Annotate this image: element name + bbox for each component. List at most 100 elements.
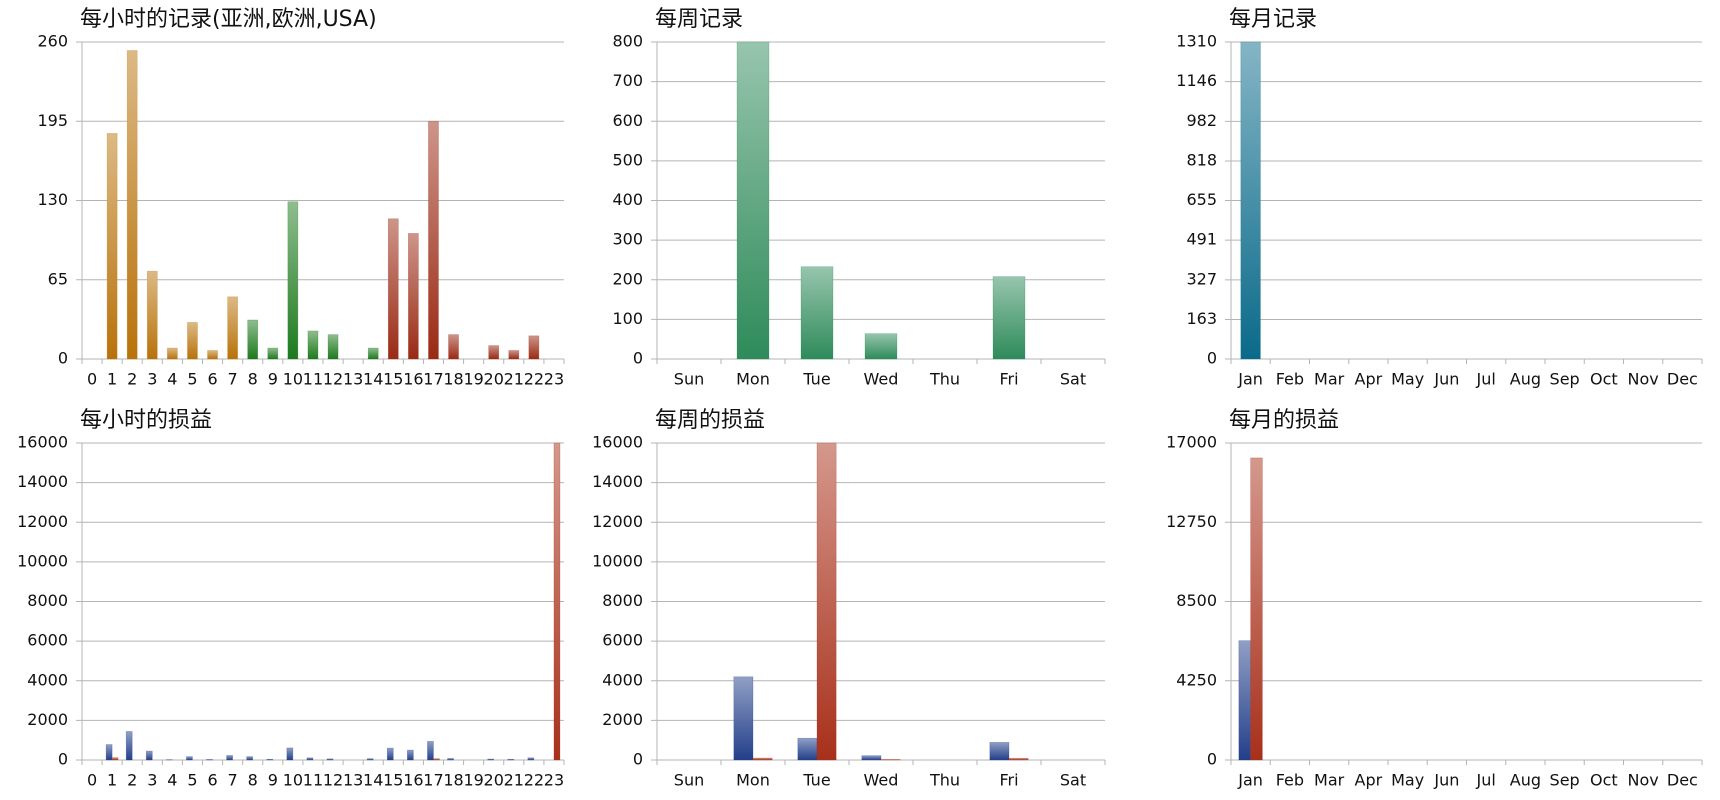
bar (206, 759, 213, 761)
x-tick-label: 21 (504, 771, 524, 790)
bar (992, 276, 1026, 360)
x-tick-label: Jun (1433, 370, 1459, 389)
bar (267, 347, 279, 360)
bar (816, 442, 837, 761)
bar (266, 758, 274, 761)
bar (553, 442, 561, 761)
x-tick-label: May (1391, 370, 1424, 389)
x-tick-label: Apr (1355, 370, 1383, 389)
bar (326, 758, 334, 761)
y-tick-label: 6000 (602, 631, 643, 650)
x-tick-label: 5 (187, 370, 197, 389)
x-tick-label: 16 (403, 370, 423, 389)
bar (387, 218, 399, 360)
bar (508, 350, 520, 360)
y-tick-label: 818 (1186, 151, 1217, 170)
y-tick-label: 800 (612, 32, 643, 51)
x-tick-label: 18 (443, 370, 463, 389)
x-tick-label: Thu (929, 370, 960, 389)
x-tick-label: Wed (864, 771, 899, 790)
bar (111, 757, 119, 761)
y-tick-label: 130 (37, 190, 68, 209)
y-tick-label: 163 (1186, 309, 1217, 328)
x-tick-label: Dec (1667, 771, 1698, 790)
x-tick-label: Oct (1590, 771, 1618, 790)
chart-title: 每小时的记录(亚洲,欧洲,USA) (80, 7, 377, 32)
y-tick-label: 8500 (1176, 591, 1217, 610)
x-tick-label: Aug (1510, 771, 1541, 790)
x-tick-label: 9 (268, 771, 278, 790)
y-tick-label: 700 (612, 71, 643, 90)
x-tick-label: 7 (228, 771, 238, 790)
x-tick-label: 8 (248, 771, 258, 790)
y-tick-label: 0 (58, 750, 68, 769)
x-tick-label: 14 (363, 370, 383, 389)
bar (187, 322, 198, 360)
bar (145, 750, 153, 761)
y-tick-label: 2000 (27, 710, 68, 729)
x-tick-label: Aug (1510, 370, 1541, 389)
y-tick-label: 0 (1207, 750, 1217, 769)
y-tick-label: 12000 (17, 512, 68, 531)
x-tick-label: 1 (107, 370, 117, 389)
bar (800, 266, 834, 360)
x-tick-label: 16 (403, 771, 423, 790)
y-tick-label: 8000 (602, 591, 643, 610)
y-tick-label: 6000 (27, 631, 68, 650)
bar (880, 759, 901, 761)
x-tick-label: Jul (1475, 771, 1495, 790)
y-tick-label: 4000 (602, 670, 643, 689)
x-tick-label: Apr (1355, 771, 1383, 790)
x-tick-label: 0 (87, 771, 97, 790)
bar (864, 333, 898, 360)
y-tick-label: 16000 (592, 433, 643, 452)
y-tick-label: 14000 (592, 472, 643, 491)
x-tick-label: Mar (1314, 771, 1345, 790)
x-tick-label: 21 (504, 370, 524, 389)
x-tick-label: 10 (283, 370, 303, 389)
chart-title: 每月记录 (1229, 7, 1317, 32)
x-tick-label: 20 (484, 771, 504, 790)
x-tick-label: 13 (343, 370, 363, 389)
chart-title: 每小时的损益 (80, 408, 212, 433)
x-tick-label: 15 (383, 370, 403, 389)
bar (1238, 640, 1251, 761)
x-tick-label: 19 (463, 370, 483, 389)
x-tick-label: 8 (248, 370, 258, 389)
x-tick-label: 12 (323, 370, 343, 389)
x-tick-label: 23 (544, 370, 564, 389)
bar (1250, 457, 1263, 761)
bar (1240, 41, 1261, 360)
y-tick-label: 491 (1186, 230, 1217, 249)
bar (125, 731, 133, 761)
x-tick-label: Jul (1475, 370, 1495, 389)
bar (207, 350, 218, 360)
x-tick-label: Fri (999, 370, 1018, 389)
x-tick-label: 15 (383, 771, 403, 790)
x-tick-label: Wed (864, 370, 899, 389)
x-tick-label: 5 (187, 771, 197, 790)
x-tick-label: 4 (167, 370, 177, 389)
x-tick-label: 17 (423, 771, 443, 790)
x-tick-label: 7 (228, 370, 238, 389)
y-tick-label: 655 (1186, 190, 1217, 209)
y-tick-label: 12000 (592, 512, 643, 531)
bar (366, 758, 374, 761)
bar (106, 133, 118, 360)
y-tick-label: 300 (612, 230, 643, 249)
y-tick-label: 10000 (17, 551, 68, 570)
y-tick-label: 4250 (1176, 670, 1217, 689)
x-tick-label: Feb (1276, 771, 1304, 790)
x-tick-label: 11 (303, 370, 323, 389)
y-tick-label: 1310 (1176, 32, 1217, 51)
y-tick-label: 0 (1207, 349, 1217, 368)
bar (246, 756, 254, 761)
bar (447, 758, 454, 761)
chart-title: 每周记录 (655, 7, 743, 32)
y-tick-label: 260 (37, 32, 68, 51)
bar (286, 747, 294, 761)
bar (433, 758, 440, 761)
x-tick-label: Feb (1276, 370, 1304, 389)
bar (227, 296, 238, 360)
